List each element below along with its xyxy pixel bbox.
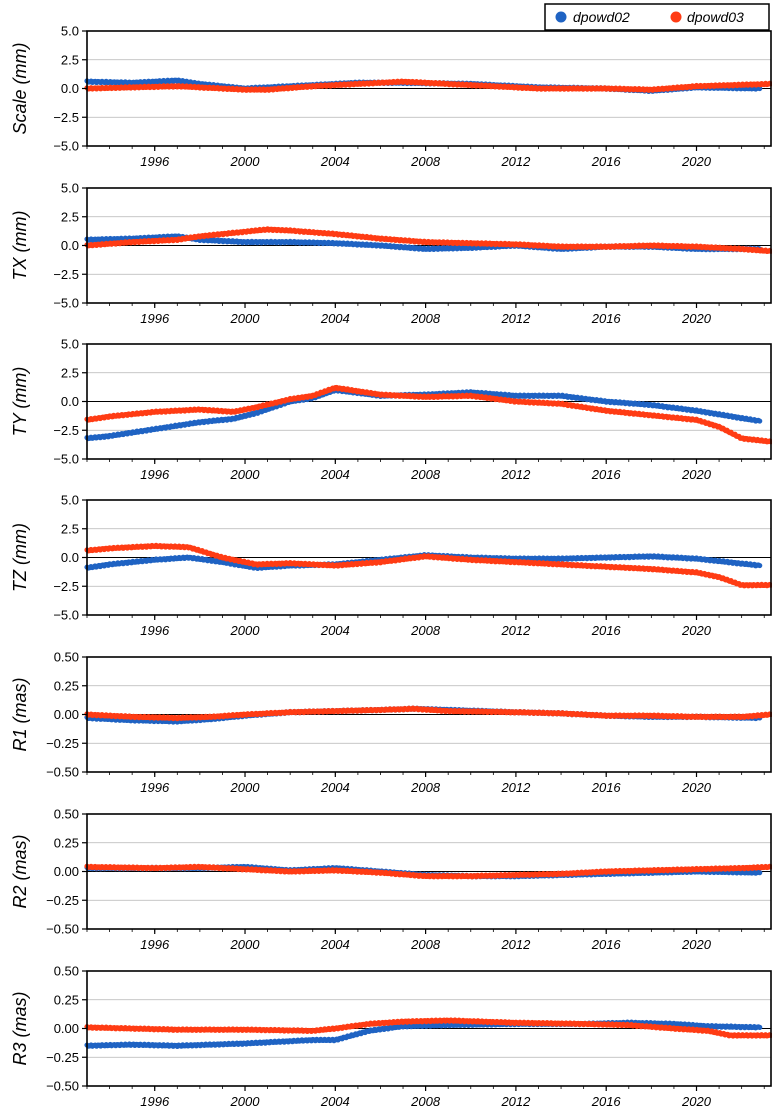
y-tick-label: 5.0 — [61, 24, 79, 39]
y-axis-label: TX (mm) — [10, 211, 30, 281]
x-tick-label: 2000 — [230, 623, 261, 638]
x-tick-label: 2016 — [591, 467, 622, 482]
x-tick-label: 2004 — [320, 311, 350, 326]
x-tick-label: 2012 — [500, 623, 531, 638]
y-tick-label: −2.5 — [53, 423, 79, 438]
series-dpowd03 — [84, 542, 772, 589]
x-tick-label: 2016 — [591, 311, 622, 326]
y-tick-label: −2.5 — [53, 579, 79, 594]
x-tick-label: 2016 — [591, 154, 622, 169]
y-tick-label: 0.0 — [61, 394, 79, 409]
x-tick-label: 2020 — [681, 623, 712, 638]
x-tick-label: 2000 — [230, 154, 261, 169]
y-tick-label: −2.5 — [53, 110, 79, 125]
series-dpowd03 — [84, 384, 772, 445]
x-tick-label: 2016 — [591, 623, 622, 638]
y-tick-label: 2.5 — [61, 209, 79, 224]
y-tick-label: 0.0 — [61, 238, 79, 253]
x-tick-label: 2012 — [500, 154, 531, 169]
y-tick-label: 5.0 — [61, 337, 79, 352]
y-tick-label: 2.5 — [61, 52, 79, 67]
x-tick-label: 1996 — [140, 623, 170, 638]
y-axis-label: TZ (mm) — [10, 523, 30, 592]
x-tick-label: 2020 — [681, 154, 712, 169]
x-tick-label: 2000 — [230, 311, 261, 326]
panel-0: −5.0 −2.5 0.0 2.5 5.0 1996 2000 2004 2008 2012 201… — [10, 24, 772, 169]
y-tick-label: 5.0 — [61, 493, 79, 508]
y-tick-label: 0.0 — [61, 550, 79, 565]
x-tick-label: 2020 — [681, 467, 712, 482]
x-tick-label: 1996 — [140, 154, 170, 169]
series-dpowd03 — [84, 705, 772, 722]
x-tick-label: 2004 — [320, 467, 350, 482]
y-tick-label: −5.0 — [53, 139, 79, 154]
y-tick-label: 2.5 — [61, 521, 79, 536]
x-tick-label: 2004 — [320, 623, 350, 638]
y-tick-label: 5.0 — [61, 181, 79, 196]
panel-2: −5.0 −2.5 0.0 2.5 5.0 1996 2000 2004 2008 2012 201… — [10, 337, 772, 482]
panel-1: −5.0 −2.5 0.0 2.5 5.0 1996 2000 2004 2008 2012 201… — [10, 181, 772, 326]
x-tick-label: 2000 — [230, 467, 261, 482]
series-dpowd03 — [84, 78, 772, 93]
y-tick-label: 0.0 — [61, 81, 79, 96]
y-tick-label: −2.5 — [53, 267, 79, 282]
x-tick-label: 2008 — [410, 311, 441, 326]
panel-3: −5.0 −2.5 0.0 2.5 5.0 1996 2000 2004 2008 2012 201… — [10, 493, 772, 638]
x-tick-label: 2008 — [410, 467, 441, 482]
x-tick-label: 1996 — [140, 311, 170, 326]
x-tick-label: 1996 — [140, 467, 170, 482]
x-tick-label: 2012 — [500, 467, 531, 482]
y-axis-label: TY (mm) — [10, 367, 30, 437]
x-tick-label: 2004 — [320, 154, 350, 169]
data-point — [757, 418, 763, 424]
y-tick-label: −5.0 — [53, 608, 79, 623]
y-tick-label: −5.0 — [53, 296, 79, 311]
y-tick-label: −5.0 — [53, 452, 79, 467]
x-tick-label: 2008 — [410, 623, 441, 638]
y-axis-label: Scale (mm) — [10, 42, 30, 134]
chart-panels: −5.0 −2.5 0.0 2.5 5.0 1996 2000 2004 2008 2012 201… — [10, 24, 772, 1109]
y-tick-label: 2.5 — [61, 365, 79, 380]
x-tick-label: 2020 — [681, 311, 712, 326]
data-point — [757, 562, 763, 569]
x-tick-label: 2012 — [500, 311, 531, 326]
x-tick-label: 2008 — [410, 154, 441, 169]
